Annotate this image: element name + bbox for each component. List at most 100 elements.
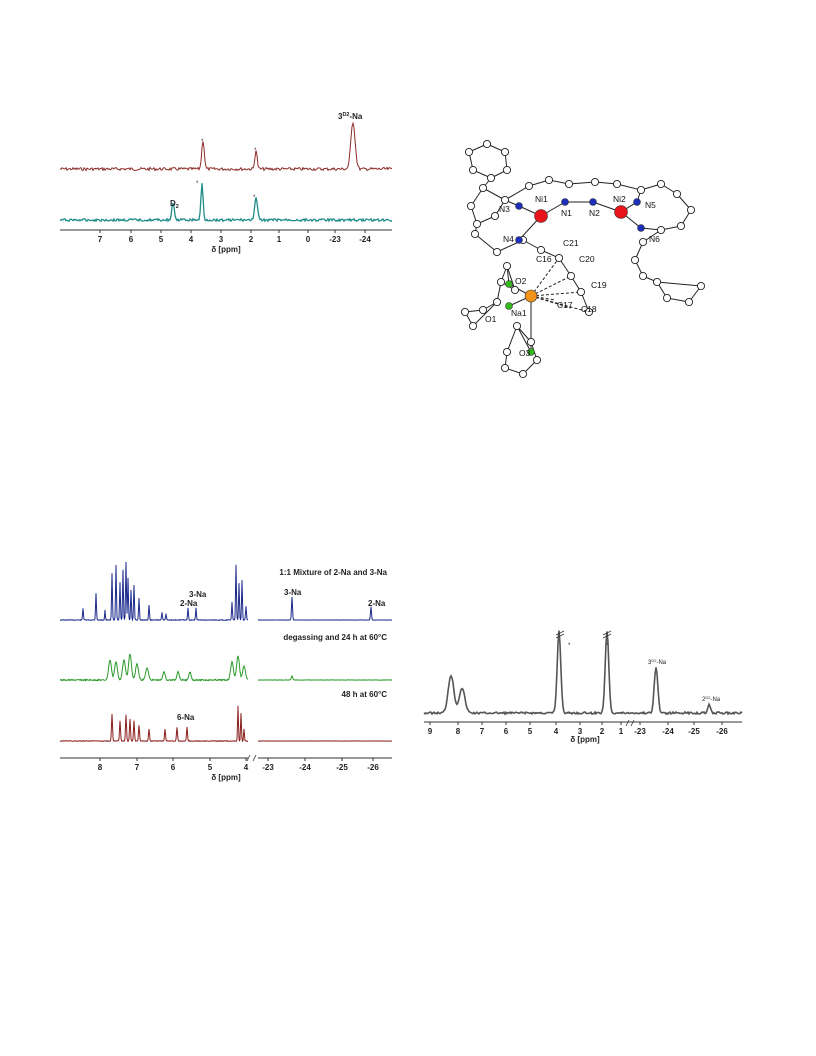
star-marker: * [254,148,257,154]
carbon-atom [490,211,500,221]
carbon-atom [584,307,594,317]
trace-segment-aromatic [59,653,249,682]
crystal-structure-figure: Ni1 N1 N2 Ni2 N3 N5 N4 N6 C21 C16 C20 O2 C19 Na1 O1 C17… [445,130,765,390]
atom-n2 [589,198,597,206]
star-marker: * [253,195,256,201]
label-degassing: degassing and 24 h at 60°C [283,633,387,642]
carbon-atom [566,271,576,281]
atom-ni2 [614,205,628,219]
crystal-structure-drawing: Ni1 N1 N2 Ni2 N3 N5 N4 N6 C21 C16 C20 O2 C19 Na1 O1 C17… [460,139,706,379]
atom-o1 [505,302,513,310]
peak-label-3-d2-na: 3D2-Na [648,658,667,666]
x-tick-label: 4 [244,763,249,772]
carbon-atom [492,247,502,257]
carbon-atom [492,297,502,307]
carbon-atom [652,277,662,287]
nmr-spectrum-bottom-left: 1:1 Mixture of 2-Na and 3-Na 3-Na 2-Na 3… [59,561,393,782]
trace-segment-hydride [258,674,393,681]
atom-na1 [524,289,538,303]
bond [616,183,642,191]
carbon-atom [686,205,696,215]
carbon-atom [468,165,478,175]
x-tick-label: 8 [98,763,103,772]
x-tick-label: 1 [619,727,624,736]
carbon-atom [576,287,586,297]
bond [482,187,506,201]
carbon-atom [478,305,488,315]
label-mixture: 1:1 Mixture of 2-Na and 3-Na [279,568,387,577]
carbon-atom [638,237,648,247]
carbon-atom [500,147,510,157]
atom-n6 [637,224,645,232]
atom-label: N4 [503,234,514,244]
contact-line [530,295,572,309]
trace-bottom-teal [59,183,393,223]
label-3-na-aromatic: 3-Na [189,590,207,599]
label-2-na-aromatic: 2-Na [180,599,198,608]
na-pi-contacts [530,257,590,313]
peak-label-2-d2-na: 2D2-Na [702,695,721,703]
carbon-atom [636,185,646,195]
x-tick-label: -25 [688,727,700,736]
carbon-atom [512,321,522,331]
x-tick-label: 7 [135,763,140,772]
carbon-atom [496,277,506,287]
atom-label: C17 [557,300,573,310]
atom-label: O2 [515,276,527,286]
carbon-atom [656,225,666,235]
carbon-atom [470,229,480,239]
carbon-atom [466,201,476,211]
label-3-na-hydride: 3-Na [284,588,302,597]
trace-segment-aromatic [59,705,249,743]
atom-n1 [561,198,569,206]
atom-label: C16 [536,254,552,264]
atom-label: N1 [561,208,572,218]
carbon-atom [460,307,470,317]
atom-label: O1 [485,314,497,324]
atom-n5 [633,198,641,206]
nmr-figure-bottom-right: * * 3D2-Na 2D2-Na 9 8 7 6 5 4 3 2 1 -23 -24 -25 -26 … [420,625,750,750]
nmr-figure-bottom-left: 1:1 Mixture of 2-Na and 3-Na 3-Na 2-Na 3… [59,545,400,785]
x-tick-label: 2 [600,727,605,736]
x-tick-label: 3 [219,235,224,244]
x-tick-label: 9 [428,727,433,736]
carbon-atom [638,271,648,281]
x-tick-label: -23 [262,763,274,772]
atom-label: C21 [563,238,579,248]
bond [506,325,518,353]
label-6-na: 6-Na [177,713,195,722]
atom-label: N3 [499,204,510,214]
nmr-traces [59,561,393,743]
x-tick-label: 3 [578,727,583,736]
atom-label: C19 [591,280,607,290]
axis-break [246,754,257,762]
x-tick-label: 7 [98,235,103,244]
atom-label: N5 [645,200,656,210]
d2-label: D2 [170,199,179,210]
carbon-atom [532,355,542,365]
carbon-atom [502,261,512,271]
peak-label-3-d2-na: 3D2-Na [338,112,363,121]
carbon-atom [486,173,496,183]
x-axis-ticks: 7 6 5 4 3 2 1 0 -23 -24 [98,230,371,244]
x-tick-label: 4 [189,235,194,244]
atom-label: Na1 [511,308,527,318]
nmr-figure-top-left: 3D2-Na * * * * D2 7 6 5 4 3 2 1 0 -23 -24 δ [ppm] [59,105,400,255]
x-tick-label: 2 [249,235,254,244]
label-2-na-hydride: 2-Na [368,599,386,608]
bond [504,185,530,201]
x-axis-ticks: 8 7 6 5 4 -23 -24 -25 -26 [98,758,379,772]
atom-label: N6 [649,234,660,244]
trace-segment-aromatic [59,561,248,622]
atom-label: Ni1 [535,194,548,204]
atom-label: N2 [589,208,600,218]
carbon-atom [502,165,512,175]
carbon-atom [510,285,520,295]
star-marker: * [568,643,571,649]
carbon-atom [672,189,682,199]
carbon-atom [464,147,474,157]
carbon-atom [518,369,528,379]
trace-gray [423,630,743,716]
x-tick-label: 8 [456,727,461,736]
x-tick-label: -26 [716,727,728,736]
